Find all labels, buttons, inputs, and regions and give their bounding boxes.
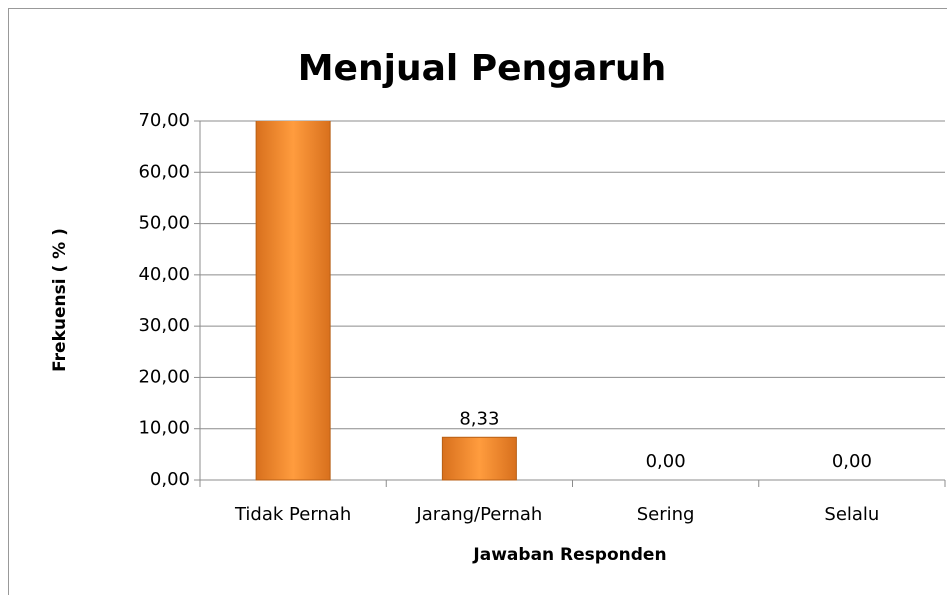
y-tick-label: 10,00: [138, 418, 190, 439]
y-tick-label: 30,00: [138, 315, 190, 336]
y-tick-label: 20,00: [138, 366, 190, 387]
x-axis-label: Jawaban Responden: [472, 545, 666, 565]
x-tick-label: Selalu: [824, 504, 879, 525]
y-tick-label: 40,00: [138, 264, 190, 285]
value-label: 0,00: [832, 451, 872, 472]
x-tick-label: Jarang/Pernah: [415, 504, 542, 525]
value-label: 0,00: [646, 451, 686, 472]
y-axis-label: Frekuensi ( % ): [50, 228, 70, 372]
value-label: 8,33: [459, 408, 499, 429]
plot-area: [255, 121, 517, 481]
y-tick-label: 0,00: [150, 469, 190, 490]
chart-frame: [8, 8, 947, 595]
y-tick-label: 60,00: [138, 161, 190, 182]
y-tick-label: 70,00: [138, 110, 190, 131]
chart-title: Menjual Pengaruh: [298, 48, 667, 89]
x-tick-label: Sering: [637, 504, 695, 525]
bar: [255, 121, 331, 481]
y-tick-label: 50,00: [138, 213, 190, 234]
bar: [441, 436, 517, 481]
x-tick-label: Tidak Pernah: [234, 504, 351, 525]
